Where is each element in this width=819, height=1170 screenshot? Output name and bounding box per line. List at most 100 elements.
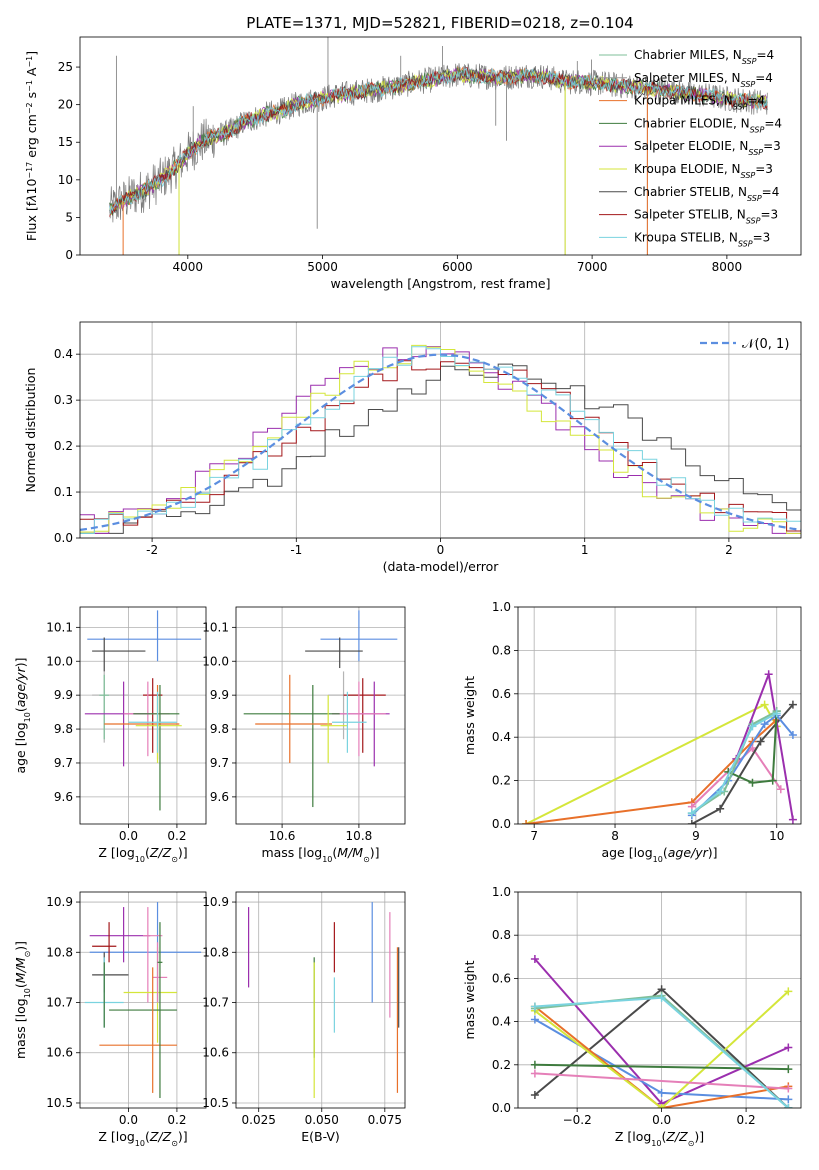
x-axis-label: Z [log10(Z/Z⊙)] bbox=[98, 845, 187, 864]
axes-frame bbox=[79, 606, 207, 825]
y-tick-label: 10.0 bbox=[202, 654, 229, 668]
weight-marker bbox=[756, 737, 765, 746]
x-tick-label: 0.025 bbox=[242, 1113, 276, 1127]
weight-marker bbox=[784, 1095, 793, 1104]
y-tick-label: 1.0 bbox=[492, 600, 511, 614]
plot-area bbox=[522, 670, 797, 824]
y-tick-label: 0.2 bbox=[492, 1058, 511, 1072]
weight-marker bbox=[657, 1088, 666, 1097]
x-tick-label: 0.050 bbox=[305, 1113, 339, 1127]
figure-title: PLATE=1371, MJD=52821, FIBERID=0218, z=0… bbox=[246, 14, 633, 32]
x-tick-label: 0.2 bbox=[167, 1113, 186, 1127]
y-tick-label: 10.8 bbox=[202, 945, 229, 959]
y-tick-label: 10.6 bbox=[202, 1046, 229, 1060]
weight-marker bbox=[716, 787, 725, 796]
y-tick-label: 0.6 bbox=[492, 687, 511, 701]
weight-marker bbox=[772, 709, 781, 718]
y-tick-label: 9.9 bbox=[54, 688, 73, 702]
y-tick-label: 0.0 bbox=[54, 531, 73, 545]
axes-weight-vs-Z: −0.2 0.0 0.2 0.0 0.2 0.4 0.6 0.8 1.0 Z [log10(Z/Z… bbox=[462, 885, 802, 1148]
weight-marker bbox=[687, 820, 696, 824]
legend-label: Kroupa ELODIE, NSSP=3 bbox=[634, 162, 773, 180]
weight-marker bbox=[760, 700, 769, 709]
error-bar-point bbox=[133, 684, 180, 811]
y-tick-label: 0.2 bbox=[492, 774, 511, 788]
y-tick-label: 10.8 bbox=[46, 945, 73, 959]
x-tick-label: 7 bbox=[530, 829, 538, 843]
y-tick-label: 9.6 bbox=[54, 790, 73, 804]
x-tick-label: -2 bbox=[146, 543, 158, 557]
y-tick-label: 9.7 bbox=[210, 756, 229, 770]
model-spectrum bbox=[109, 67, 768, 214]
x-tick-label: 0.0 bbox=[119, 1113, 138, 1127]
x-axis-label: mass [log10(M/M⊙)] bbox=[261, 845, 379, 864]
y-tick-label: 10.7 bbox=[202, 996, 229, 1010]
residual-histogram bbox=[80, 360, 801, 532]
y-tick-label: 10.0 bbox=[46, 654, 73, 668]
legend-label: Salpeter ELODIE, NSSP=3 bbox=[634, 139, 781, 157]
error-bar-point bbox=[128, 691, 177, 753]
legend-label: Chabrier MILES, NSSP=4 bbox=[634, 48, 774, 66]
error-bar-point bbox=[92, 922, 117, 963]
y-tick-label: 9.6 bbox=[210, 790, 229, 804]
y-axis-label: mass [log10(M/M⊙)] bbox=[13, 941, 32, 1059]
x-axis-label: Z [log10(Z/Z⊙)] bbox=[615, 1129, 704, 1148]
axes-mass-vs-ebv: 0.025 0.050 0.075 10.5 10.6 10.7 10.8 10.9 E(B-V… bbox=[202, 891, 406, 1144]
axes-frame bbox=[79, 36, 802, 256]
y-tick-label: 10.1 bbox=[202, 620, 229, 634]
axes-mass-vs-Z: 0.0 0.2 10.5 10.6 10.7 10.8 10.9 Z [log10(Z/Z⊙)… bbox=[13, 891, 207, 1148]
x-axis-label: age [log10(age/yr)] bbox=[601, 845, 717, 864]
x-tick-label: 0 bbox=[437, 543, 445, 557]
weight-marker bbox=[768, 776, 777, 785]
y-tick-label: 0.3 bbox=[54, 393, 73, 407]
y-tick-label: 0.4 bbox=[492, 1015, 511, 1029]
weight-line bbox=[525, 719, 778, 824]
error-bar-point bbox=[99, 674, 110, 740]
x-tick-label: 7000 bbox=[577, 260, 608, 274]
normal-curve bbox=[80, 353, 801, 531]
y-tick-label: 0.2 bbox=[54, 439, 73, 453]
error-bar-point bbox=[305, 637, 363, 669]
weight-marker bbox=[748, 722, 757, 731]
x-tick-label: 10.6 bbox=[269, 829, 296, 843]
weight-marker bbox=[760, 720, 769, 729]
error-bar-point bbox=[87, 610, 202, 662]
error-bar-point bbox=[343, 678, 386, 753]
x-tick-label: 2 bbox=[725, 543, 733, 557]
weight-line bbox=[691, 710, 778, 814]
y-tick-label: 0.1 bbox=[54, 485, 73, 499]
weight-line bbox=[534, 1063, 789, 1071]
y-axis-label: Flux [fλ10−17 erg cm−2 s−1 A−1] bbox=[24, 51, 39, 241]
legend-label: Chabrier ELODIE, NSSP=4 bbox=[634, 116, 782, 133]
weight-marker bbox=[657, 1104, 666, 1108]
y-tick-label: 25 bbox=[58, 60, 73, 74]
weight-marker bbox=[716, 804, 725, 813]
axes-spectrum: 4000 5000 6000 7000 8000 0 5 10 15 20 25 wavelength… bbox=[24, 36, 802, 291]
error-bar-point bbox=[332, 681, 386, 757]
x-tick-label: 4000 bbox=[173, 260, 204, 274]
error-bar-point bbox=[99, 967, 177, 1093]
y-tick-label: 10.9 bbox=[46, 895, 73, 909]
weight-marker bbox=[788, 700, 797, 709]
plot-area bbox=[84, 610, 202, 811]
axes-frame bbox=[235, 891, 406, 1109]
plot-area bbox=[243, 610, 398, 808]
error-bar-point bbox=[103, 962, 177, 1028]
axes-frame bbox=[235, 606, 406, 825]
y-axis-label: mass weight bbox=[462, 676, 477, 755]
y-tick-label: 10 bbox=[58, 173, 73, 187]
y-axis-label: mass weight bbox=[462, 960, 477, 1039]
y-tick-label: 10.5 bbox=[202, 1096, 229, 1110]
y-tick-label: 1.0 bbox=[492, 885, 511, 899]
x-tick-label: 8000 bbox=[712, 260, 743, 274]
x-tick-label: 0.2 bbox=[167, 829, 186, 843]
y-tick-label: 10.7 bbox=[46, 996, 73, 1010]
plot-area bbox=[248, 902, 400, 1098]
weight-marker bbox=[530, 1069, 539, 1078]
error-bar-point bbox=[92, 637, 146, 672]
y-tick-label: 0.4 bbox=[492, 730, 511, 744]
y-tick-label: 0.6 bbox=[492, 971, 511, 985]
y-tick-label: 0.0 bbox=[492, 817, 511, 831]
error-bar-point bbox=[320, 695, 348, 763]
x-axis-label: wavelength [Angstrom, rest frame] bbox=[330, 276, 550, 291]
